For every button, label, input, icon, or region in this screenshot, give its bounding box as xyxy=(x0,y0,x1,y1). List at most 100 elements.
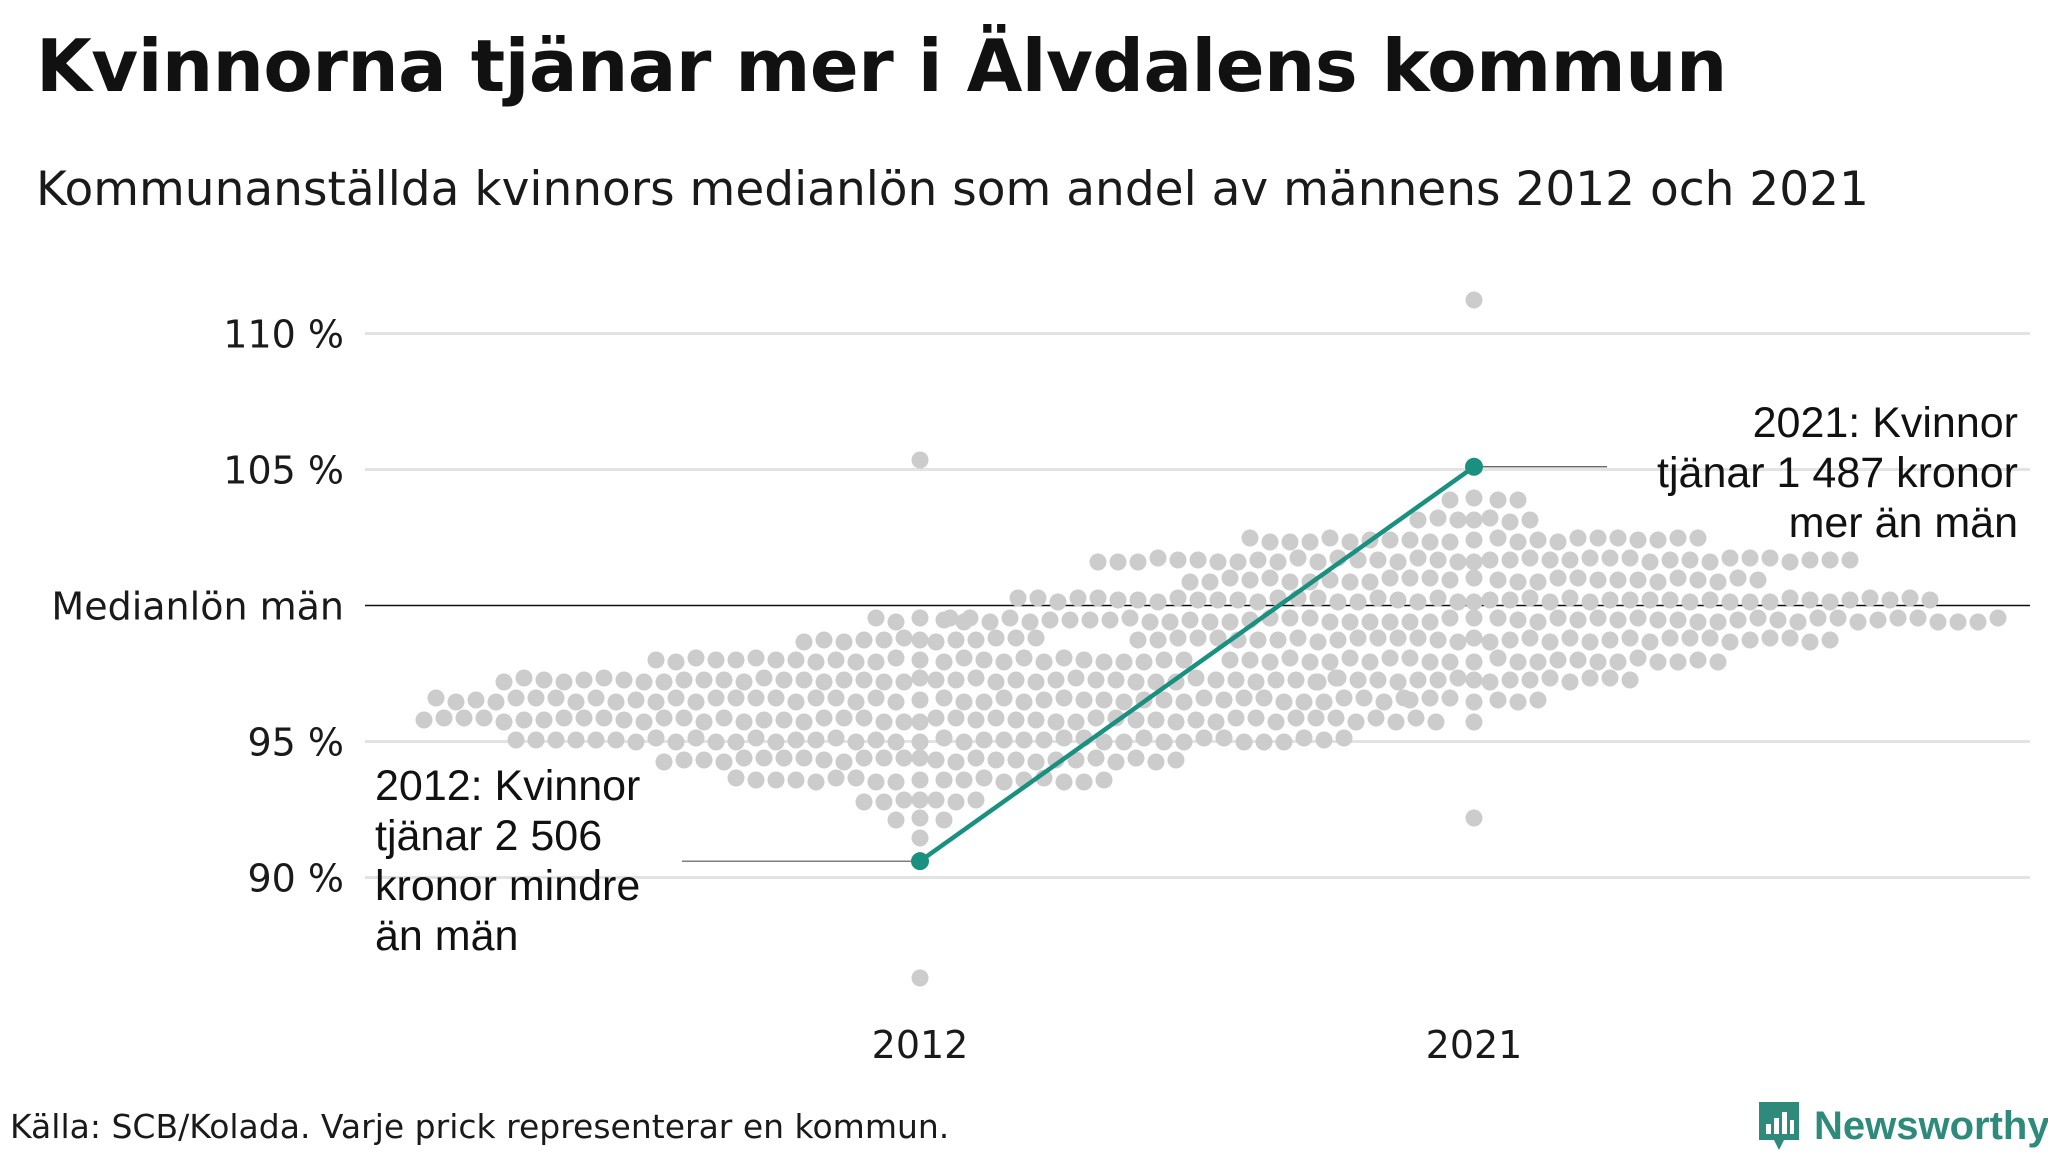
municipality-dot xyxy=(1449,593,1467,611)
municipality-dot xyxy=(855,631,873,649)
municipality-dot xyxy=(1465,291,1483,309)
municipality-dot xyxy=(1489,571,1507,589)
municipality-dot xyxy=(1289,549,1307,567)
municipality-dot xyxy=(1709,653,1727,671)
municipality-dot xyxy=(1261,569,1279,587)
municipality-dot xyxy=(1861,589,1879,607)
municipality-dot xyxy=(655,709,673,727)
municipality-dot xyxy=(1207,713,1225,731)
municipality-dot xyxy=(1549,569,1567,587)
municipality-dot xyxy=(1349,629,1367,647)
municipality-dot xyxy=(1529,613,1547,631)
municipality-dot xyxy=(1067,669,1085,687)
municipality-dot xyxy=(1569,611,1587,629)
municipality-dot xyxy=(911,809,929,827)
municipality-dot xyxy=(1609,653,1627,671)
municipality-dot xyxy=(1229,553,1247,571)
annotation-2012: 2012: Kvinnor tjänar 2 506 kronor mindre än… xyxy=(375,762,640,960)
municipality-dot xyxy=(1201,573,1219,591)
municipality-dot xyxy=(1035,653,1053,671)
municipality-dot xyxy=(427,689,445,707)
municipality-dot xyxy=(1761,593,1779,611)
municipality-dot xyxy=(715,671,733,689)
municipality-dot xyxy=(1109,553,1127,571)
municipality-dot xyxy=(1329,669,1347,687)
municipality-dot xyxy=(1449,553,1467,571)
municipality-dot xyxy=(1741,631,1759,649)
municipality-dot xyxy=(1661,551,1679,569)
municipality-dot xyxy=(1221,651,1239,669)
municipality-dot xyxy=(767,651,785,669)
annotations: 2012: Kvinnor tjänar 2 506 kronor mindre än… xyxy=(375,399,2018,960)
municipality-dot xyxy=(1421,613,1439,631)
municipality-dot xyxy=(911,829,929,847)
municipality-dot xyxy=(1229,591,1247,609)
municipality-dot xyxy=(655,753,673,771)
municipality-dot xyxy=(1095,691,1113,709)
municipality-dot xyxy=(1095,733,1113,751)
municipality-dot xyxy=(1709,573,1727,591)
municipality-dot xyxy=(1465,671,1483,689)
annotation-2021-line: tjänar 1 487 kronor xyxy=(1657,449,2018,497)
municipality-dot xyxy=(1709,613,1727,631)
municipality-dot xyxy=(767,733,785,751)
municipality-dot xyxy=(935,729,953,747)
municipality-dot xyxy=(1449,511,1467,529)
municipality-dot xyxy=(1369,629,1387,647)
municipality-dot xyxy=(1821,551,1839,569)
annotation-2021-line: mer än män xyxy=(1789,499,2018,547)
municipality-dot xyxy=(911,669,929,687)
municipality-dot xyxy=(695,751,713,769)
municipality-dot xyxy=(1075,651,1093,669)
municipality-dot xyxy=(1409,629,1427,647)
municipality-dot xyxy=(1255,733,1273,751)
municipality-dot xyxy=(887,773,905,791)
highlight-series xyxy=(911,457,1483,871)
municipality-dot xyxy=(1027,629,1045,647)
municipality-dot xyxy=(1281,609,1299,627)
municipality-dot xyxy=(735,673,753,691)
municipality-dot xyxy=(941,609,959,627)
municipality-dot xyxy=(795,749,813,767)
dots-2021 xyxy=(941,291,2007,827)
municipality-dot xyxy=(1341,533,1359,551)
municipality-dot xyxy=(1489,529,1507,547)
municipality-dot xyxy=(1427,713,1445,731)
municipality-dot xyxy=(707,651,725,669)
municipality-dot xyxy=(995,773,1013,791)
municipality-dot xyxy=(635,713,653,731)
municipality-dot xyxy=(835,753,853,771)
municipality-dot xyxy=(1169,551,1187,569)
municipality-dot xyxy=(1689,613,1707,631)
municipality-dot xyxy=(1641,591,1659,609)
municipality-dot xyxy=(1901,589,1919,607)
highlight-line xyxy=(918,464,1476,864)
municipality-dot xyxy=(911,713,929,731)
municipality-dot xyxy=(1275,733,1293,751)
municipality-dot xyxy=(1329,631,1347,649)
municipality-dot xyxy=(815,631,833,649)
municipality-dot xyxy=(967,791,985,809)
municipality-dot xyxy=(707,689,725,707)
municipality-dot xyxy=(1649,573,1667,591)
municipality-dot xyxy=(1441,491,1459,509)
municipality-dot xyxy=(1261,653,1279,671)
municipality-dot xyxy=(1821,631,1839,649)
y-axis: 90 % 95 % Medianlön män 105 % 110 % xyxy=(51,313,344,901)
municipality-dot xyxy=(1135,729,1153,747)
municipality-dot xyxy=(1309,673,1327,691)
municipality-dot xyxy=(1749,609,1767,627)
municipality-dot xyxy=(1015,731,1033,749)
y-tick-label: 95 % xyxy=(247,721,344,765)
municipality-dot xyxy=(827,729,845,747)
municipality-dot xyxy=(911,969,929,987)
annotation-2012-line: kronor mindre xyxy=(375,862,640,910)
y-tick-label: 90 % xyxy=(247,857,344,901)
municipality-dot xyxy=(1669,529,1687,547)
source-note: Källa: SCB/Kolada. Varje prick represent… xyxy=(10,1107,950,1146)
municipality-dot xyxy=(1481,551,1499,569)
municipality-dot xyxy=(827,689,845,707)
municipality-dot xyxy=(875,673,893,691)
municipality-dot xyxy=(1529,573,1547,591)
x-axis: 2012 2021 xyxy=(872,1023,1523,1067)
